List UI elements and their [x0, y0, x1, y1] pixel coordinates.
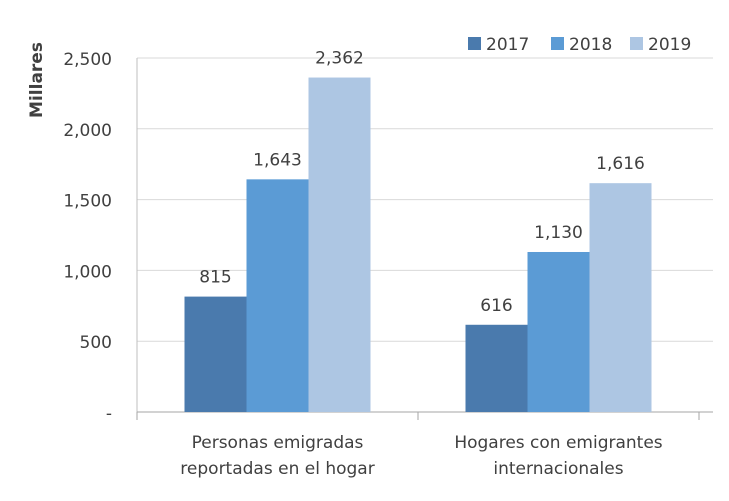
y-tick-label: -: [106, 404, 112, 424]
data-label: 1,643: [253, 150, 302, 170]
x-category-label: internacionales: [493, 459, 623, 479]
x-category-label: Personas emigradas: [192, 433, 364, 453]
y-tick-label: 1,500: [63, 192, 112, 212]
data-label: 815: [199, 268, 231, 288]
y-tick-label: 2,000: [63, 121, 112, 141]
bar-2017: [465, 324, 528, 412]
bar-2017: [184, 296, 247, 412]
legend-swatch-2018: [551, 37, 564, 50]
legend-swatch-2019: [630, 37, 643, 50]
x-category-label: Hogares con emigrantes: [454, 433, 662, 453]
legend-label: 2019: [648, 35, 691, 55]
y-axis-title: Millares: [27, 42, 47, 118]
bar-2018: [246, 179, 309, 412]
data-label: 616: [480, 296, 512, 316]
x-category-label: reportadas en el hogar: [180, 459, 374, 479]
data-label: 1,616: [596, 154, 645, 174]
bar-2018: [527, 251, 590, 412]
y-tick-label: 500: [80, 333, 112, 353]
legend-label: 2017: [486, 35, 529, 55]
y-tick-label: 2,500: [63, 50, 112, 70]
legend-swatch-2017: [468, 37, 481, 50]
bar-2019: [589, 183, 652, 412]
data-label: 2,362: [315, 49, 364, 69]
y-tick-label: 1,000: [63, 262, 112, 282]
data-label: 1,130: [534, 223, 583, 243]
legend-label: 2018: [569, 35, 612, 55]
bar-2019: [308, 77, 371, 412]
